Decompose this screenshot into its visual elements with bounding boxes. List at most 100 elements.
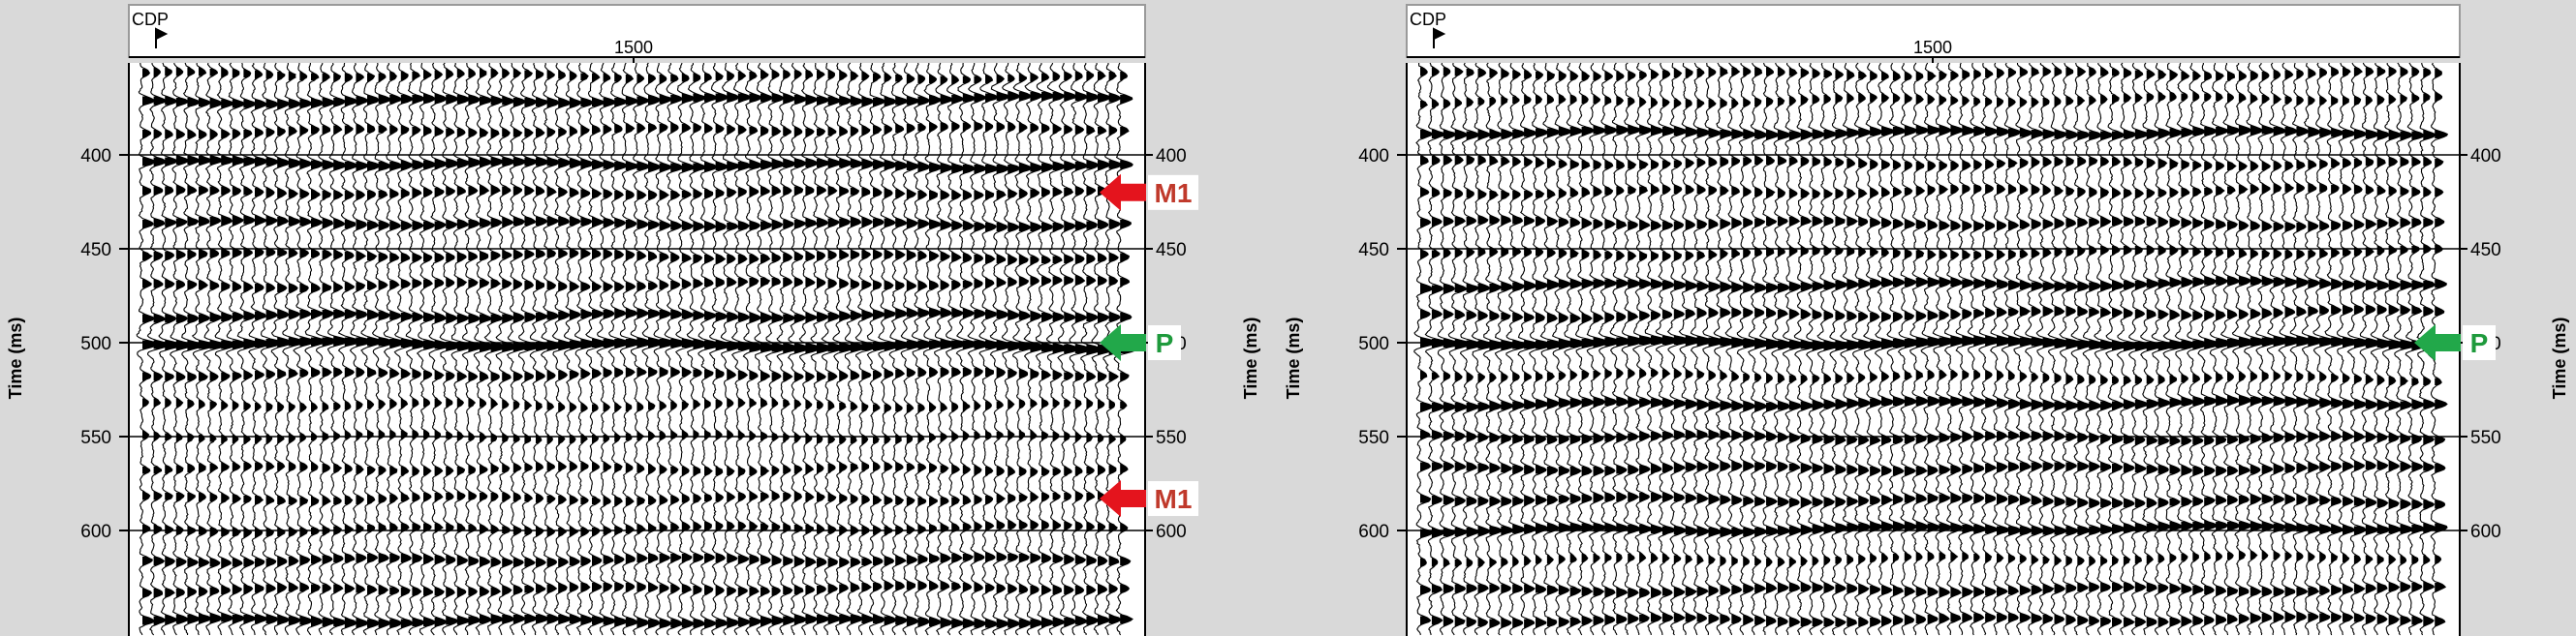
wiggle-fill-lobe xyxy=(423,398,430,408)
wiggle-fill-lobe xyxy=(322,191,331,199)
wiggle-fill-lobe xyxy=(884,496,892,504)
wiggle-fill-lobe xyxy=(255,584,264,593)
wiggle-fill-lobe xyxy=(2400,616,2411,625)
wiggle-fill-lobe xyxy=(2296,160,2305,169)
right-header-strip xyxy=(1406,4,2461,58)
wiggle-trace xyxy=(2231,62,2255,636)
wiggle-fill-lobe xyxy=(715,586,725,596)
wiggle-fill-lobe xyxy=(344,464,353,474)
wiggle-fill-lobe xyxy=(2227,552,2234,560)
wiggle-fill-lobe xyxy=(400,467,409,475)
wiggle-fill-lobe xyxy=(456,467,465,475)
wiggle-fill-lobe xyxy=(2331,554,2338,562)
wiggle-fill-lobe xyxy=(1858,72,1867,79)
wiggle-fill-lobe xyxy=(558,436,565,445)
wiggle-fill-lobe xyxy=(2112,464,2123,472)
wiggle-fill-lobe xyxy=(1628,279,1640,288)
wiggle-fill-lobe xyxy=(1420,310,1431,318)
wiggle-fill-lobe xyxy=(333,191,343,199)
wiggle-fill-lobe xyxy=(1685,336,1702,347)
wiggle-fill-lobe xyxy=(456,372,467,381)
wiggle-fill-lobe xyxy=(1962,70,1970,79)
wiggle-fill-lobe xyxy=(2123,217,2133,226)
wiggle-fill-lobe xyxy=(480,342,496,352)
wiggle-fill-lobe xyxy=(962,619,976,628)
wiggle-fill-lobe xyxy=(2216,72,2224,80)
wiggle-fill-lobe xyxy=(1420,586,1431,594)
wiggle-fill-lobe xyxy=(1696,159,1705,167)
wiggle-fill-lobe xyxy=(940,220,952,230)
wiggle-fill-lobe xyxy=(311,496,319,506)
wiggle-fill-lobe xyxy=(1847,374,1854,382)
wiggle-fill-lobe xyxy=(2343,374,2350,382)
wiggle-fill-lobe xyxy=(1720,99,1727,108)
wiggle-fill-lobe xyxy=(2261,125,2275,135)
wiggle-fill-lobe xyxy=(1581,72,1590,80)
wiggle-fill-lobe xyxy=(737,72,746,80)
wiggle-fill-lobe xyxy=(2227,467,2238,475)
wiggle-fill-lobe xyxy=(1616,125,1629,135)
wiggle-fill-lobe xyxy=(817,186,826,196)
wiggle-fill-lobe xyxy=(2376,220,2387,228)
wiggle-fill-lobe xyxy=(614,555,624,564)
wiggle-fill-lobe xyxy=(2169,70,2178,80)
wiggle-fill-lobe xyxy=(1835,465,1846,474)
wiggle-fill-lobe xyxy=(1915,186,1925,196)
wiggle-fill-lobe xyxy=(344,162,358,170)
wiggle-fill-lobe xyxy=(2192,467,2203,475)
wiggle-fill-lobe xyxy=(299,497,308,506)
wiggle-fill-lobe xyxy=(2250,125,2263,136)
wiggle-fill-lobe xyxy=(783,493,791,501)
wiggle-fill-lobe xyxy=(1064,221,1075,231)
wiggle-trace xyxy=(293,62,317,636)
wiggle-fill-lobe xyxy=(2261,465,2273,474)
wiggle-fill-lobe xyxy=(243,186,253,196)
wiggle-fill-lobe xyxy=(749,587,760,596)
wiggle-fill-lobe xyxy=(1720,496,1730,504)
wiggle-fill-lobe xyxy=(1673,613,1685,622)
wiggle-fill-lobe xyxy=(2100,157,2109,167)
wiggle-fill-lobe xyxy=(2054,218,2064,228)
wiggle-fill-lobe xyxy=(502,128,511,137)
wiggle-fill-lobe xyxy=(2261,276,2275,286)
wiggle-fill-lobe xyxy=(2077,218,2088,227)
wiggle-fill-lobe xyxy=(917,162,930,172)
wiggle-fill-lobe xyxy=(524,281,534,289)
wiggle-fill-lobe xyxy=(2192,552,2199,561)
wiggle-fill-lobe xyxy=(1098,220,1108,228)
y-tick-label: 550 xyxy=(1358,428,1389,448)
wiggle-fill-lobe xyxy=(2192,586,2204,594)
wiggle-fill-lobe xyxy=(434,587,445,596)
wiggle-fill-lobe xyxy=(480,96,491,106)
wiggle-fill-lobe xyxy=(2089,282,2100,291)
wiggle-fill-lobe xyxy=(659,253,668,262)
wiggle-fill-lobe xyxy=(681,310,694,318)
wiggle-fill-lobe xyxy=(2169,522,2183,530)
wiggle-fill-lobe xyxy=(929,75,937,83)
wiggle-fill-lobe xyxy=(805,95,818,106)
wiggle-fill-lobe xyxy=(861,96,874,106)
wiggle-fill-lobe xyxy=(1870,188,1878,198)
wiggle-fill-lobe xyxy=(1870,93,1878,103)
wiggle-fill-lobe xyxy=(175,615,189,623)
wiggle-fill-lobe xyxy=(737,188,747,197)
wiggle-fill-lobe xyxy=(2146,618,2157,626)
wiggle-fill-lobe xyxy=(737,221,750,230)
wiggle-fill-lobe xyxy=(2376,305,2387,315)
wiggle-fill-lobe xyxy=(1881,313,1891,321)
wiggle-fill-lobe xyxy=(783,253,792,262)
green-arrow-icon xyxy=(1100,324,1146,361)
wiggle-fill-lobe xyxy=(2343,96,2349,106)
wiggle-fill-lobe xyxy=(2296,96,2304,106)
wiggle-fill-lobe xyxy=(1120,95,1133,104)
wiggle-fill-lobe xyxy=(490,464,499,474)
wiggle-fill-lobe xyxy=(536,462,543,471)
wiggle-fill-lobe xyxy=(1558,72,1567,80)
wiggle-fill-lobe xyxy=(1754,98,1761,106)
wiggle-fill-lobe xyxy=(165,314,176,323)
wiggle-fill-lobe xyxy=(2123,377,2131,385)
wiggle-fill-lobe xyxy=(456,159,471,167)
wiggle-fill-lobe xyxy=(153,372,163,381)
wiggle-fill-lobe xyxy=(917,618,930,626)
wiggle-fill-lobe xyxy=(175,67,183,76)
